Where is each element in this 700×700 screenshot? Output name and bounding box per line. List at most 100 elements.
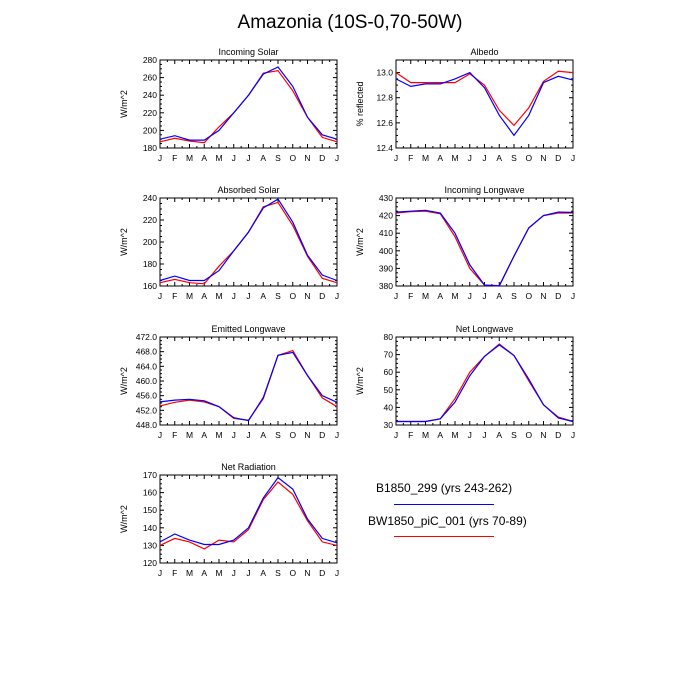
x-tick-label: A [260, 291, 266, 301]
y-tick-label: 160 [143, 488, 157, 498]
figure-title: Amazonia (10S-0,70-50W) [237, 12, 463, 33]
x-tick-label: M [186, 568, 193, 578]
x-tick-label: J [571, 430, 575, 440]
x-tick-label: M [215, 153, 222, 163]
series-line-1 [159, 201, 338, 285]
x-tick-label: M [215, 430, 222, 440]
series-line-2 [396, 344, 574, 423]
legend-line-2 [394, 536, 494, 537]
x-tick-label: A [201, 291, 207, 301]
x-tick-label: A [201, 568, 207, 578]
y-tick-label: 12.4 [376, 143, 393, 153]
x-tick-label: N [304, 568, 310, 578]
x-tick-label: F [172, 291, 177, 301]
chart-title: Albedo [470, 47, 498, 57]
legend-label-2: BW1850_piC_001 (yrs 70-89) [368, 514, 527, 528]
series-line-1 [159, 481, 338, 550]
series-line-2 [159, 476, 338, 546]
x-tick-label: J [158, 568, 162, 578]
y-tick-label: 180 [143, 143, 157, 153]
x-tick-label: J [482, 430, 486, 440]
y-tick-label: 448.0 [136, 420, 158, 430]
x-tick-label: J [335, 430, 339, 440]
series-line-1 [396, 343, 574, 423]
y-tick-label: 220 [143, 108, 157, 118]
x-tick-label: M [215, 291, 222, 301]
x-tick-label: A [260, 568, 266, 578]
y-tick-label: 472.0 [136, 332, 158, 342]
x-tick-label: A [496, 430, 502, 440]
x-tick-label: J [482, 291, 486, 301]
x-tick-label: F [172, 153, 177, 163]
x-tick-label: M [186, 291, 193, 301]
x-tick-label: D [319, 153, 325, 163]
y-tick-label: 468.0 [136, 347, 158, 357]
y-tick-label: 180 [143, 259, 157, 269]
x-tick-label: J [468, 430, 472, 440]
x-tick-label: J [158, 430, 162, 440]
x-tick-label: N [304, 153, 310, 163]
y-axis-label: W/m^2 [119, 367, 129, 395]
x-tick-label: F [408, 291, 413, 301]
series-line-1 [395, 210, 573, 287]
y-tick-label: 170 [143, 470, 157, 480]
x-tick-label: F [172, 568, 177, 578]
x-tick-label: N [540, 291, 546, 301]
y-axis-label: W/m^2 [119, 90, 129, 118]
x-tick-label: J [394, 430, 398, 440]
x-tick-label: J [571, 153, 575, 163]
y-tick-label: 430 [379, 193, 393, 203]
x-tick-label: D [319, 430, 325, 440]
chart-title: Emitted Longwave [211, 324, 285, 334]
x-tick-label: J [232, 568, 236, 578]
y-tick-label: 130 [143, 540, 157, 550]
x-tick-label: A [496, 153, 502, 163]
x-tick-label: N [540, 430, 546, 440]
x-tick-label: A [496, 291, 502, 301]
x-tick-label: M [451, 291, 458, 301]
y-tick-label: 200 [143, 125, 157, 135]
chart-title: Net Radiation [221, 462, 276, 472]
y-axis-label: % reflected [355, 81, 365, 126]
y-tick-label: 280 [143, 55, 157, 65]
x-tick-label: A [201, 430, 207, 440]
y-tick-label: 240 [143, 193, 157, 203]
y-tick-label: 460.0 [136, 376, 158, 386]
y-tick-label: 456.0 [136, 391, 158, 401]
y-tick-label: 240 [143, 90, 157, 100]
x-tick-label: J [158, 291, 162, 301]
y-tick-label: 12.8 [376, 93, 393, 103]
chart-title: Incoming Solar [218, 47, 278, 57]
x-tick-label: M [215, 568, 222, 578]
x-tick-label: S [511, 153, 517, 163]
series-line-1 [159, 69, 338, 144]
y-tick-label: 80 [384, 332, 394, 342]
x-tick-label: O [289, 568, 296, 578]
x-tick-label: S [275, 291, 281, 301]
y-tick-label: 260 [143, 73, 157, 83]
x-tick-label: N [304, 430, 310, 440]
y-tick-label: 13.0 [376, 68, 393, 78]
y-tick-label: 120 [143, 558, 157, 568]
x-tick-label: J [246, 430, 250, 440]
x-tick-label: J [158, 153, 162, 163]
x-tick-label: J [468, 291, 472, 301]
series-line-1 [159, 349, 338, 421]
x-tick-label: M [186, 153, 193, 163]
y-tick-label: 140 [143, 523, 157, 533]
x-tick-label: O [289, 430, 296, 440]
series-line-2 [159, 198, 338, 282]
x-tick-label: J [482, 153, 486, 163]
plot-frame [159, 474, 338, 564]
y-tick-label: 220 [143, 215, 157, 225]
x-tick-label: J [335, 153, 339, 163]
x-tick-label: J [394, 153, 398, 163]
y-tick-label: 464.0 [136, 361, 158, 371]
series-line-2 [395, 209, 574, 287]
y-tick-label: 390 [379, 263, 393, 273]
